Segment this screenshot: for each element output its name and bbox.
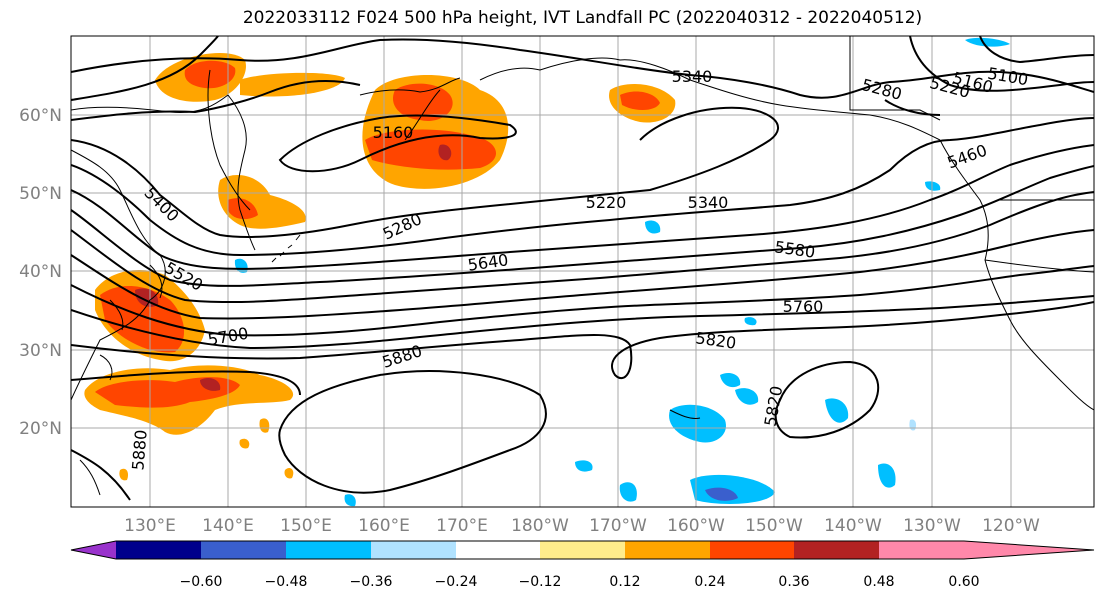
contour-label: 5760 [783, 297, 824, 316]
lon-tick-label: 140°E [202, 516, 254, 536]
lon-tick-label: 160°W [667, 516, 725, 536]
lon-tick-label: 130°E [124, 516, 176, 536]
colorbar-tick-label: −0.36 [350, 574, 393, 590]
lon-axis: 130°E 140°E 150°E 160°E 170°E 180°W 170°… [124, 516, 1040, 536]
map-frame [70, 35, 1095, 508]
colorbar-tick-label: 0.36 [778, 574, 809, 590]
colorbar-tick-label: −0.48 [265, 574, 308, 590]
lon-tick-label: 130°W [903, 516, 961, 536]
contour-label: 5220 [586, 193, 627, 212]
colorbar-segment [710, 541, 794, 559]
colorbar-segment [879, 541, 964, 559]
colorbar-segment [794, 541, 879, 559]
colorbar-extend-low [71, 541, 116, 559]
contour-label: 5880 [128, 429, 150, 471]
colorbar-tick-label: −0.60 [180, 574, 223, 590]
lat-tick-label: 30°N [19, 341, 62, 361]
lon-tick-label: 160°E [358, 516, 410, 536]
colorbar-segment [286, 541, 371, 559]
lat-tick-label: 20°N [19, 419, 62, 439]
map-title: 2022033112 F024 500 hPa height, IVT Land… [242, 8, 923, 28]
contour-label: 5340 [672, 67, 713, 86]
lat-tick-label: 60°N [19, 106, 62, 126]
contour-label: 5340 [688, 193, 729, 212]
colorbar-segment [201, 541, 286, 559]
lon-tick-label: 120°W [982, 516, 1040, 536]
colorbar-tick-label: 0.60 [948, 574, 979, 590]
lat-tick-label: 40°N [19, 262, 62, 282]
lon-tick-label: 150°E [280, 516, 332, 536]
colorbar: −0.60 −0.48 −0.36 −0.24 −0.12 0.12 0.24 … [70, 540, 1095, 590]
colorbar-outline [70, 540, 1095, 560]
contour-label: 5160 [373, 123, 414, 142]
gridlines [71, 36, 1094, 507]
colorbar-tick-label: 0.48 [863, 574, 894, 590]
colorbar-segment [371, 541, 456, 559]
lat-tick-label: 50°N [19, 184, 62, 204]
colorbar-tick-label: 0.24 [694, 574, 725, 590]
lon-tick-label: 140°W [824, 516, 882, 536]
colorbar-tick-label: 0.12 [609, 574, 640, 590]
lon-tick-label: 180°W [511, 516, 569, 536]
lon-tick-label: 170°W [589, 516, 647, 536]
colorbar-segment [116, 541, 201, 559]
colorbar-tick-label: −0.24 [435, 574, 478, 590]
colorbar-tick-label: −0.12 [519, 574, 562, 590]
lon-tick-label: 150°W [745, 516, 803, 536]
ivt-negative-shading [234, 37, 1010, 507]
map-panel [70, 35, 1095, 508]
colorbar-segment [625, 541, 710, 559]
colorbar-extend-high [964, 541, 1094, 559]
colorbar-segment [540, 541, 625, 559]
height-contours [71, 36, 1094, 501]
coastlines [71, 36, 1094, 496]
colorbar-segment [456, 541, 540, 559]
lon-tick-label: 170°E [436, 516, 488, 536]
lat-axis: 60°N 50°N 40°N 30°N 20°N [19, 106, 62, 439]
